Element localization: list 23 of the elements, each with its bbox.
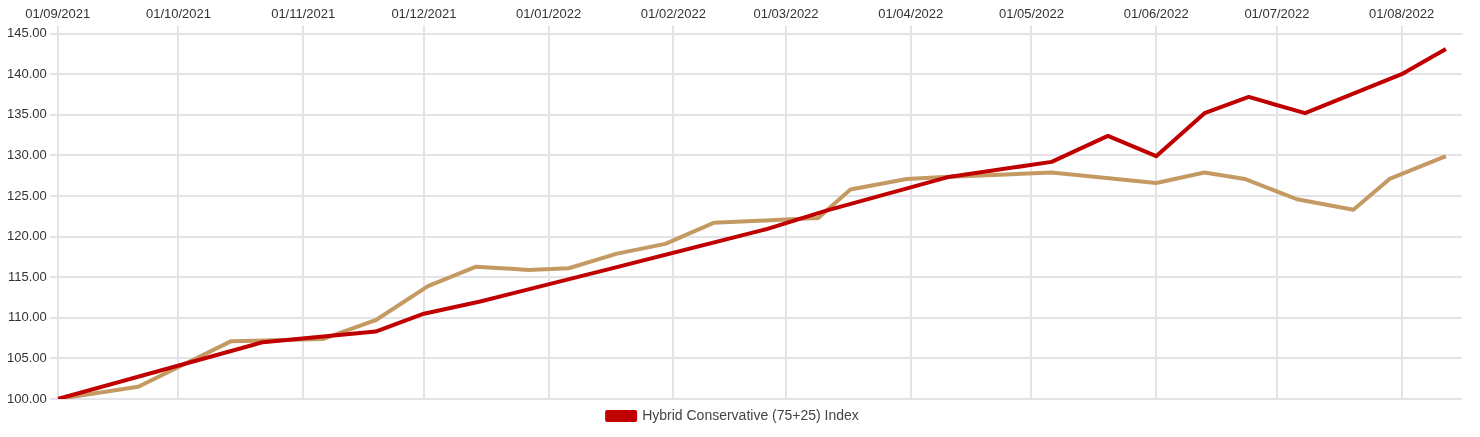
y-tick-label: 135.00 bbox=[7, 106, 47, 122]
x-tick-label: 01/02/2022 bbox=[640, 6, 706, 22]
y-tick-label: 100.00 bbox=[7, 390, 47, 406]
x-tick-label: 01/09/2021 bbox=[25, 6, 91, 22]
y-tick-label: 120.00 bbox=[7, 228, 47, 244]
x-tick-label: 01/08/2022 bbox=[1369, 6, 1435, 22]
x-tick-label: 01/05/2022 bbox=[998, 6, 1065, 22]
legend-label: Hybrid Conservative (75+25) Index bbox=[642, 406, 859, 423]
x-tick-label: 01/11/2021 bbox=[271, 6, 336, 22]
x-tick-label: 01/10/2021 bbox=[145, 6, 212, 22]
y-tick-label: 140.00 bbox=[7, 65, 47, 81]
y-tick-label: 115.00 bbox=[7, 268, 47, 284]
y-tick-label: 110.00 bbox=[7, 309, 47, 325]
x-tick-label: 01/03/2022 bbox=[753, 6, 819, 22]
x-tick-label: 01/01/2022 bbox=[516, 6, 582, 22]
x-tick-label: 01/04/2022 bbox=[878, 6, 944, 22]
y-tick-label: 130.00 bbox=[7, 146, 47, 162]
x-tick-label: 01/06/2022 bbox=[1123, 6, 1189, 22]
y-tick-label: 145.00 bbox=[7, 25, 47, 41]
y-tick-label: 105.00 bbox=[7, 349, 47, 365]
x-tick-label: 01/07/2022 bbox=[1244, 6, 1310, 22]
x-tick-label: 01/12/2021 bbox=[391, 6, 457, 22]
y-tick-label: 125.00 bbox=[7, 187, 47, 203]
